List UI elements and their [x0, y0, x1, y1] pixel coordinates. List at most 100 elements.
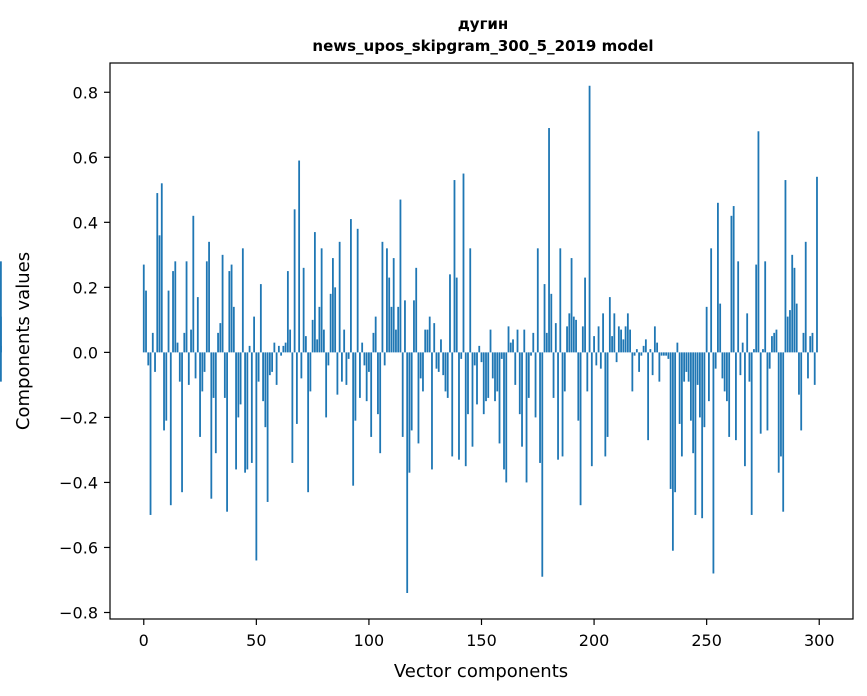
bar-238	[678, 352, 681, 424]
bar-41	[235, 352, 237, 470]
bar-279	[771, 336, 773, 353]
bar-204	[602, 313, 604, 353]
bar-82	[327, 352, 330, 366]
bar-230	[660, 352, 663, 356]
bar-299	[816, 176, 818, 353]
bar-42	[237, 352, 240, 418]
bar-210	[615, 352, 618, 363]
bar-194	[579, 352, 582, 506]
x-axis-ticks: 0 50 100 150 200 250 300	[139, 619, 835, 650]
y-tick-label: −0.6	[59, 538, 98, 557]
bar-75	[311, 319, 314, 353]
bar-233	[667, 352, 670, 359]
bar-217	[631, 352, 634, 392]
bar-145	[469, 248, 472, 353]
bar-223	[644, 339, 647, 353]
bar-240	[683, 352, 686, 382]
bar-292	[800, 352, 803, 431]
bar-71	[302, 267, 305, 353]
bar-222	[642, 345, 645, 353]
bar-131	[437, 352, 440, 372]
bar-98	[363, 352, 366, 366]
bar-55	[266, 352, 269, 502]
bar-58	[273, 342, 276, 353]
bar-130	[435, 352, 438, 369]
bar-236	[674, 352, 677, 493]
bar-126	[426, 329, 429, 353]
bar-250	[705, 306, 708, 353]
bar-93	[352, 352, 355, 486]
bar-88	[341, 352, 343, 382]
bar-272	[755, 264, 758, 353]
bar-132	[440, 339, 442, 353]
bar-138	[453, 180, 456, 353]
bar-190	[570, 258, 573, 353]
bar-129	[433, 323, 436, 353]
bar-167	[518, 352, 521, 415]
bar-169	[523, 329, 526, 353]
bar-53	[262, 352, 264, 402]
bar-135	[446, 352, 449, 398]
bar-156	[494, 352, 496, 402]
bar-114	[399, 199, 402, 353]
y-tick-label: 0.4	[73, 213, 98, 232]
bar-286	[786, 316, 789, 353]
bar-285	[784, 180, 787, 353]
y-tick-label: −0.8	[59, 603, 98, 622]
bar-111	[392, 258, 395, 353]
bar-64	[286, 271, 289, 353]
bar-174	[534, 352, 537, 418]
bar-261	[730, 215, 733, 353]
bar-9	[163, 352, 165, 431]
bar-225	[649, 349, 652, 353]
bar-39	[230, 264, 233, 353]
bar-38	[228, 271, 231, 353]
bar-267	[744, 352, 746, 467]
bar-3	[149, 352, 152, 515]
chart-subtitle: news_upos_skipgram_300_5_2019 model	[312, 37, 653, 55]
bar-36	[223, 352, 226, 398]
bar-107	[383, 352, 386, 366]
bar-186	[561, 352, 564, 457]
bar-66	[291, 352, 294, 463]
bar-159	[500, 352, 503, 359]
bar-17	[181, 352, 183, 493]
bar-275	[762, 349, 764, 353]
bar-16	[178, 352, 181, 382]
bar-273	[757, 131, 760, 353]
bar-14	[174, 261, 177, 353]
bar-297	[811, 332, 814, 353]
bar-19	[185, 261, 188, 353]
bar-175	[536, 248, 539, 353]
bar-269	[748, 352, 751, 382]
y-tick-label: 0.0	[73, 343, 98, 362]
bar-207	[608, 297, 611, 353]
bar-110	[390, 306, 393, 353]
bar-112	[395, 329, 397, 353]
bar-106	[381, 241, 384, 353]
y-tick-label: −0.2	[59, 408, 98, 427]
bar-235	[671, 352, 674, 551]
bar-20	[187, 352, 190, 385]
bar-121	[415, 267, 418, 353]
bar-137	[451, 352, 454, 457]
bar-239	[680, 352, 683, 457]
bar-155	[491, 352, 494, 379]
bar-119	[410, 352, 413, 431]
bar-206	[606, 352, 609, 437]
bar-48	[250, 352, 253, 463]
bar-201	[595, 352, 598, 366]
bar-102	[372, 332, 375, 353]
bar-202	[597, 326, 600, 353]
bar-151	[482, 352, 485, 415]
bar-22	[192, 215, 195, 353]
bar-231	[662, 352, 665, 356]
bar-247	[699, 352, 701, 418]
bar-52	[259, 284, 262, 353]
bar-266	[741, 342, 744, 353]
bar-213	[622, 339, 625, 353]
y-tick-label: −0.4	[59, 473, 98, 492]
bar-246	[696, 352, 699, 385]
bar-303	[0, 261, 2, 353]
bar-115	[401, 352, 404, 437]
